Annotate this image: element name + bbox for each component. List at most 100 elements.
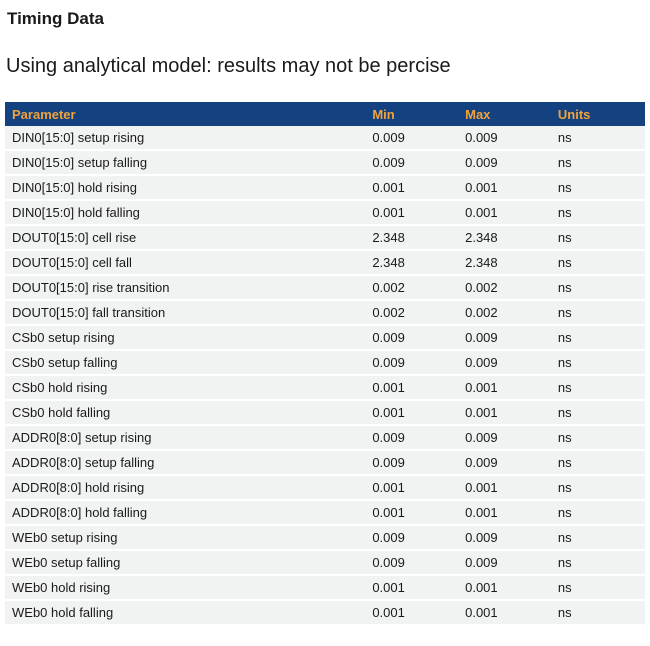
parameter-cell: DIN0[15:0] hold rising <box>5 174 366 201</box>
table-row: DIN0[15:0] hold rising 0.001 0.001 ns <box>5 174 645 201</box>
parameter-cell: DOUT0[15:0] cell rise <box>5 224 366 251</box>
units-cell: ns <box>550 324 645 351</box>
parameter-cell: CSb0 hold rising <box>5 374 366 401</box>
table-row: ADDR0[8:0] setup falling 0.009 0.009 ns <box>5 449 645 476</box>
page-subtitle: Using analytical model: results may not … <box>6 54 451 77</box>
parameter-cell: DIN0[15:0] setup rising <box>5 125 366 151</box>
column-header-parameter: Parameter <box>5 101 366 126</box>
parameter-cell: ADDR0[8:0] hold rising <box>5 474 366 501</box>
table-row: WEb0 hold rising 0.001 0.001 ns <box>5 574 645 601</box>
max-cell: 0.009 <box>458 549 551 576</box>
units-cell: ns <box>550 249 645 276</box>
units-cell: ns <box>550 399 645 426</box>
units-cell: ns <box>550 599 645 626</box>
units-cell: ns <box>550 224 645 251</box>
min-cell: 0.002 <box>365 274 459 301</box>
max-cell: 0.001 <box>458 599 551 626</box>
min-cell: 0.001 <box>365 574 459 601</box>
units-cell: ns <box>550 574 645 601</box>
table-row: ADDR0[8:0] setup rising 0.009 0.009 ns <box>5 424 645 451</box>
table-row: CSb0 hold falling 0.001 0.001 ns <box>5 399 645 426</box>
min-cell: 0.001 <box>365 474 459 501</box>
parameter-cell: CSb0 setup falling <box>5 349 366 376</box>
max-cell: 0.001 <box>458 174 551 201</box>
units-cell: ns <box>550 474 645 501</box>
units-cell: ns <box>550 549 645 576</box>
units-cell: ns <box>550 424 645 451</box>
table-row: DOUT0[15:0] rise transition 0.002 0.002 ns <box>5 274 645 301</box>
min-cell: 0.009 <box>365 324 459 351</box>
table-row: DIN0[15:0] setup falling 0.009 0.009 ns <box>5 149 645 176</box>
min-cell: 2.348 <box>365 224 459 251</box>
units-cell: ns <box>550 125 645 151</box>
min-cell: 0.009 <box>365 424 459 451</box>
parameter-cell: CSb0 setup rising <box>5 324 366 351</box>
parameter-cell: DIN0[15:0] setup falling <box>5 149 366 176</box>
max-cell: 0.009 <box>458 349 551 376</box>
max-cell: 0.001 <box>458 374 551 401</box>
max-cell: 0.001 <box>458 399 551 426</box>
parameter-cell: WEb0 setup rising <box>5 524 366 551</box>
table-row: ADDR0[8:0] hold falling 0.001 0.001 ns <box>5 499 645 526</box>
units-cell: ns <box>550 174 645 201</box>
max-cell: 0.009 <box>458 524 551 551</box>
table-row: ADDR0[8:0] hold rising 0.001 0.001 ns <box>5 474 645 501</box>
table-row: WEb0 setup rising 0.009 0.009 ns <box>5 524 645 551</box>
min-cell: 0.001 <box>365 599 459 626</box>
column-header-min: Min <box>365 101 459 126</box>
parameter-cell: WEb0 hold rising <box>5 574 366 601</box>
parameter-cell: WEb0 hold falling <box>5 599 366 626</box>
parameter-cell: CSb0 hold falling <box>5 399 366 426</box>
min-cell: 0.009 <box>365 524 459 551</box>
parameter-cell: ADDR0[8:0] setup falling <box>5 449 366 476</box>
min-cell: 0.009 <box>365 449 459 476</box>
parameter-cell: DIN0[15:0] hold falling <box>5 199 366 226</box>
min-cell: 0.009 <box>365 125 459 151</box>
table-row: CSb0 setup falling 0.009 0.009 ns <box>5 349 645 376</box>
min-cell: 0.001 <box>365 399 459 426</box>
min-cell: 2.348 <box>365 249 459 276</box>
max-cell: 0.009 <box>458 125 551 151</box>
units-cell: ns <box>550 499 645 526</box>
table-row: DIN0[15:0] setup rising 0.009 0.009 ns <box>5 125 645 151</box>
units-cell: ns <box>550 524 645 551</box>
page-title: Timing Data <box>7 9 104 28</box>
table-row: WEb0 hold falling 0.001 0.001 ns <box>5 599 645 626</box>
units-cell: ns <box>550 274 645 301</box>
parameter-cell: DOUT0[15:0] fall transition <box>5 299 366 326</box>
max-cell: 0.002 <box>458 274 551 301</box>
max-cell: 0.001 <box>458 574 551 601</box>
max-cell: 0.009 <box>458 424 551 451</box>
units-cell: ns <box>550 349 645 376</box>
parameter-cell: ADDR0[8:0] setup rising <box>5 424 366 451</box>
parameter-cell: DOUT0[15:0] rise transition <box>5 274 366 301</box>
table-row: CSb0 setup rising 0.009 0.009 ns <box>5 324 645 351</box>
max-cell: 2.348 <box>458 249 551 276</box>
parameter-cell: WEb0 setup falling <box>5 549 366 576</box>
parameter-cell: DOUT0[15:0] cell fall <box>5 249 366 276</box>
max-cell: 2.348 <box>458 224 551 251</box>
timing-data-table: Parameter Min Max Units DIN0[15:0] setup… <box>5 101 645 626</box>
min-cell: 0.002 <box>365 299 459 326</box>
units-cell: ns <box>550 299 645 326</box>
max-cell: 0.001 <box>458 199 551 226</box>
min-cell: 0.001 <box>365 199 459 226</box>
units-cell: ns <box>550 374 645 401</box>
table-header-row: Parameter Min Max Units <box>5 101 645 126</box>
table-row: DOUT0[15:0] fall transition 0.002 0.002 ns <box>5 299 645 326</box>
min-cell: 0.009 <box>365 549 459 576</box>
units-cell: ns <box>550 199 645 226</box>
min-cell: 0.001 <box>365 174 459 201</box>
column-header-max: Max <box>458 101 551 126</box>
max-cell: 0.002 <box>458 299 551 326</box>
min-cell: 0.009 <box>365 149 459 176</box>
min-cell: 0.001 <box>365 499 459 526</box>
min-cell: 0.001 <box>365 374 459 401</box>
table-row: DOUT0[15:0] cell rise 2.348 2.348 ns <box>5 224 645 251</box>
column-header-units: Units <box>550 101 645 126</box>
parameter-cell: ADDR0[8:0] hold falling <box>5 499 366 526</box>
max-cell: 0.009 <box>458 149 551 176</box>
units-cell: ns <box>550 149 645 176</box>
max-cell: 0.009 <box>458 324 551 351</box>
units-cell: ns <box>550 449 645 476</box>
